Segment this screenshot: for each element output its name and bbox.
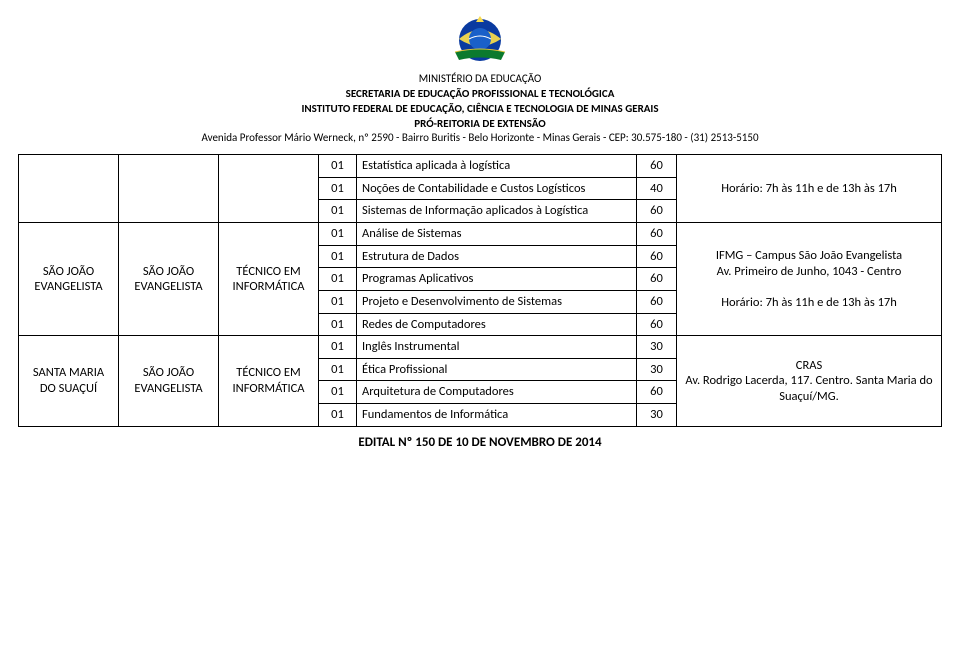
- cell-hours: 30: [637, 404, 677, 427]
- cell-empty: [19, 155, 119, 223]
- cell-qty: 01: [319, 313, 357, 336]
- header-line4: PRÓ-REITORIA DE EXTENSÃO: [0, 117, 960, 132]
- table-row: 01 Estatística aplicada à logística 60 H…: [19, 155, 942, 178]
- cell-qty: 01: [319, 358, 357, 381]
- campus-address: Av. Primeiro de Junho, 1043 - Centro: [717, 264, 902, 279]
- cell-qty: 01: [319, 177, 357, 200]
- cell-qty: 01: [319, 290, 357, 313]
- cell-hours: 60: [637, 290, 677, 313]
- cell-subject: Estrutura de Dados: [357, 245, 637, 268]
- cell-qty: 01: [319, 200, 357, 223]
- cell-hours: 60: [637, 223, 677, 246]
- edital-footer: EDITAL Nº 150 DE 10 DE NOVEMBRO DE 2014: [0, 427, 960, 450]
- cell-qty: 01: [319, 223, 357, 246]
- cell-hours: 30: [637, 336, 677, 359]
- cell-subject: Noções de Contabilidade e Custos Logísti…: [357, 177, 637, 200]
- cell-qty: 01: [319, 155, 357, 178]
- cell-subject: Estatística aplicada à logística: [357, 155, 637, 178]
- cell-subject: Programas Aplicativos: [357, 268, 637, 291]
- header-line1: MINISTÉRIO DA EDUCAÇÃO: [0, 72, 960, 87]
- table-container: 01 Estatística aplicada à logística 60 H…: [0, 150, 960, 427]
- cell-subject: Redes de Computadores: [357, 313, 637, 336]
- cell-qty: 01: [319, 381, 357, 404]
- cell-course: TÉCNICO EM INFORMÁTICA: [219, 223, 319, 336]
- cell-campus-info: CRAS Av. Rodrigo Lacerda, 117. Centro. S…: [677, 336, 942, 427]
- header-text-block: MINISTÉRIO DA EDUCAÇÃO SECRETARIA DE EDU…: [0, 72, 960, 146]
- cell-qty: 01: [319, 245, 357, 268]
- cell-qty: 01: [319, 404, 357, 427]
- cell-qty: 01: [319, 268, 357, 291]
- cell-qty: 01: [319, 336, 357, 359]
- campus-name: CRAS: [796, 358, 822, 373]
- cell-subject: Análise de Sistemas: [357, 223, 637, 246]
- table-row: SANTA MARIA DO SUAÇUÍ SÃO JOÃO EVANGELIS…: [19, 336, 942, 359]
- cell-hours: 60: [637, 268, 677, 291]
- cell-empty: [219, 155, 319, 223]
- cell-hours: 60: [637, 245, 677, 268]
- campus-schedule: Horário: 7h às 11h e de 13h às 17h: [721, 295, 897, 310]
- cell-hours: 40: [637, 177, 677, 200]
- header-line2: SECRETARIA DE EDUCAÇÃO PROFISSIONAL E TE…: [0, 87, 960, 102]
- header-line3: INSTITUTO FEDERAL DE EDUCAÇÃO, CIÊNCIA E…: [0, 102, 960, 117]
- cell-subject: Fundamentos de Informática: [357, 404, 637, 427]
- campus-name: IFMG – Campus São João Evangelista: [716, 248, 902, 263]
- cell-city: SÃO JOÃO EVANGELISTA: [19, 223, 119, 336]
- cell-subject: Arquitetura de Computadores: [357, 381, 637, 404]
- cell-hours: 30: [637, 358, 677, 381]
- cell-subject: Inglês Instrumental: [357, 336, 637, 359]
- cell-campus: SÃO JOÃO EVANGELISTA: [119, 223, 219, 336]
- campus-address: Av. Rodrigo Lacerda, 117. Centro. Santa …: [685, 373, 932, 404]
- cell-subject: Projeto e Desenvolvimento de Sistemas: [357, 290, 637, 313]
- header-line5: Avenida Professor Mário Werneck, nº 2590…: [0, 131, 960, 146]
- curriculum-table: 01 Estatística aplicada à logística 60 H…: [18, 154, 942, 427]
- cell-city: SANTA MARIA DO SUAÇUÍ: [19, 336, 119, 427]
- table-row: SÃO JOÃO EVANGELISTA SÃO JOÃO EVANGELIST…: [19, 223, 942, 246]
- cell-campus: SÃO JOÃO EVANGELISTA: [119, 336, 219, 427]
- cell-hours: 60: [637, 313, 677, 336]
- cell-subject: Ética Profissional: [357, 358, 637, 381]
- cell-hours: 60: [637, 200, 677, 223]
- cell-empty: [119, 155, 219, 223]
- cell-subject: Sistemas de Informação aplicados à Logís…: [357, 200, 637, 223]
- document-header: MINISTÉRIO DA EDUCAÇÃO SECRETARIA DE EDU…: [0, 0, 960, 150]
- cell-campus-info: IFMG – Campus São João Evangelista Av. P…: [677, 223, 942, 336]
- cell-hours: 60: [637, 155, 677, 178]
- cell-hours: 60: [637, 381, 677, 404]
- coat-of-arms-icon: [449, 8, 511, 66]
- cell-course: TÉCNICO EM INFORMÁTICA: [219, 336, 319, 427]
- cell-schedule: Horário: 7h às 11h e de 13h às 17h: [677, 155, 942, 223]
